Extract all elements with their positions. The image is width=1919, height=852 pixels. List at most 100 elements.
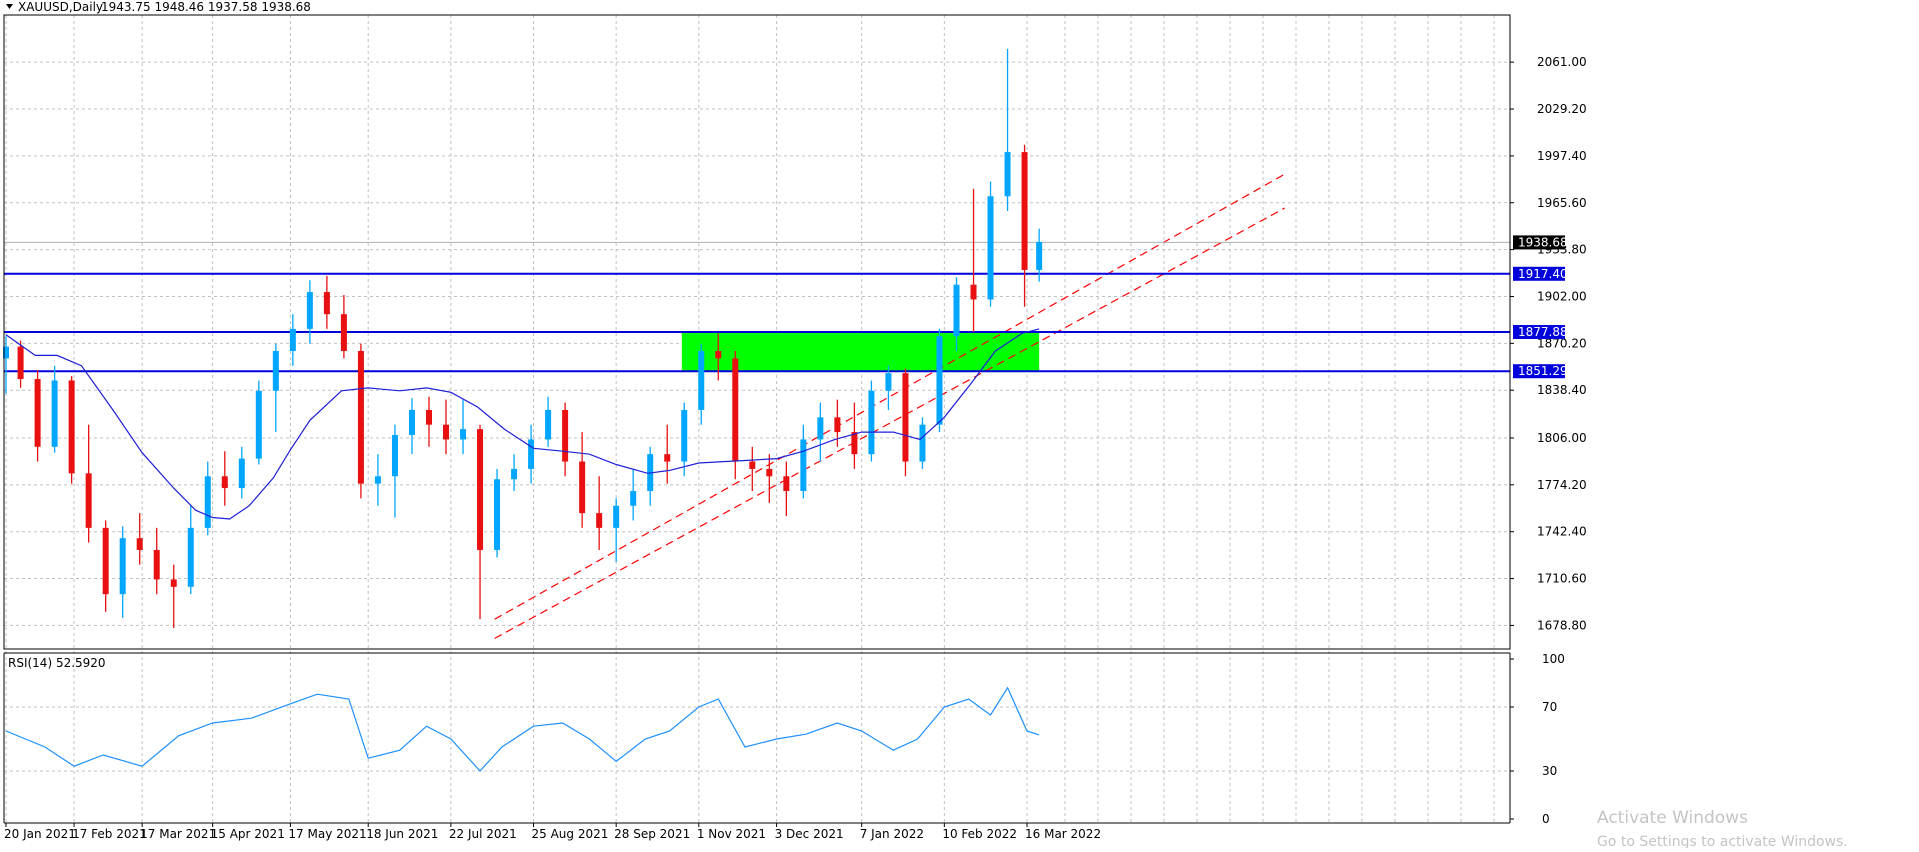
candle bbox=[425, 396, 432, 447]
candle bbox=[255, 380, 262, 465]
time-tick-label: 17 May 2021 bbox=[288, 827, 366, 841]
candle bbox=[511, 454, 518, 492]
candle-body bbox=[1021, 152, 1028, 270]
price-tick-label: 1774.20 bbox=[1537, 478, 1587, 492]
candle-body bbox=[579, 461, 586, 514]
candle-body bbox=[868, 390, 875, 455]
candle bbox=[817, 402, 824, 462]
candle bbox=[936, 328, 943, 433]
candle bbox=[340, 295, 347, 359]
candle bbox=[391, 424, 398, 518]
rsi-line bbox=[5, 686, 1040, 772]
candle bbox=[1004, 48, 1011, 212]
time-tick-label: 17 Feb 2021 bbox=[72, 827, 147, 841]
candle-body bbox=[374, 476, 381, 484]
trendline[interactable] bbox=[494, 207, 1285, 639]
price-pane-frame bbox=[3, 14, 1511, 650]
candle bbox=[579, 432, 586, 528]
candle bbox=[357, 343, 364, 499]
level-label-text: 1917.40 bbox=[1518, 267, 1568, 281]
candle-body bbox=[834, 417, 841, 433]
candle-body bbox=[306, 292, 313, 329]
horizontal-levels bbox=[4, 241, 1510, 373]
time-tick-label: 17 Mar 2021 bbox=[140, 827, 216, 841]
candle-body bbox=[613, 505, 620, 528]
candle-body bbox=[494, 479, 501, 550]
candle-body bbox=[357, 351, 364, 484]
candle-body bbox=[936, 336, 943, 425]
candle-body bbox=[102, 527, 109, 595]
price-tick-label: 1806.00 bbox=[1537, 431, 1587, 445]
candle bbox=[613, 498, 620, 562]
ohlc-values: 1943.75 1948.46 1937.58 1938.68 bbox=[101, 0, 311, 14]
candle-body bbox=[511, 468, 518, 480]
candle-body bbox=[255, 390, 262, 459]
candle-body bbox=[289, 328, 296, 352]
candle-body bbox=[17, 346, 24, 380]
candle bbox=[443, 399, 450, 455]
level-label-box bbox=[1513, 325, 1565, 340]
price-tick-label: 2061.00 bbox=[1537, 55, 1587, 69]
candle bbox=[408, 398, 415, 455]
level-price-labels: 1917.40 1877.88 1851.29 1938.68 bbox=[1513, 235, 1568, 379]
candle bbox=[3, 336, 9, 394]
candle bbox=[528, 424, 535, 484]
candle-body bbox=[919, 424, 926, 462]
candle bbox=[187, 505, 194, 595]
candle bbox=[306, 280, 313, 344]
time-tick-label: 20 Jan 2021 bbox=[4, 827, 76, 841]
candle bbox=[596, 476, 603, 550]
candle bbox=[1036, 228, 1043, 282]
price-tick-label: 1710.60 bbox=[1537, 572, 1587, 586]
trendline[interactable] bbox=[494, 173, 1285, 620]
candle bbox=[221, 451, 228, 506]
candle-body bbox=[85, 473, 92, 528]
watermark-subtitle: Go to Settings to activate Windows. bbox=[1597, 834, 1848, 848]
rsi-series bbox=[4, 686, 1510, 772]
watermark-title: Activate Windows bbox=[1597, 808, 1748, 828]
candle bbox=[766, 454, 773, 503]
candle bbox=[272, 343, 279, 433]
candle-body bbox=[323, 292, 330, 315]
candle-body bbox=[902, 373, 909, 462]
symbol-label: XAUUSD,Daily bbox=[18, 0, 103, 14]
rsi-tick-label: 0 bbox=[1542, 812, 1550, 826]
candle bbox=[715, 333, 722, 381]
candle-body bbox=[749, 461, 756, 469]
candle bbox=[749, 446, 756, 492]
price-tick-label: 1902.00 bbox=[1537, 289, 1587, 303]
candle bbox=[17, 340, 24, 388]
candle bbox=[732, 351, 739, 480]
candle bbox=[51, 365, 58, 453]
candle-body bbox=[238, 458, 245, 489]
candle-body bbox=[187, 527, 194, 587]
candle-body bbox=[34, 379, 41, 447]
candle-body bbox=[1036, 241, 1043, 270]
candle-body bbox=[681, 409, 688, 462]
candle-body bbox=[477, 429, 484, 550]
candle bbox=[970, 188, 977, 332]
price-tick-label: 1678.80 bbox=[1537, 618, 1587, 632]
candle-body bbox=[170, 579, 177, 587]
time-tick-label: 16 Mar 2022 bbox=[1025, 827, 1101, 841]
time-tick-label: 18 Jun 2021 bbox=[366, 827, 438, 841]
candle bbox=[902, 368, 909, 477]
candle bbox=[868, 380, 875, 462]
candle-body bbox=[272, 351, 279, 391]
triangle-down-icon[interactable] bbox=[6, 4, 13, 9]
moving-average-line bbox=[5, 328, 1040, 520]
candle bbox=[85, 424, 92, 543]
current-price-label-box bbox=[1513, 235, 1565, 250]
candle-body bbox=[340, 314, 347, 352]
candle-body bbox=[987, 196, 994, 300]
candle-body bbox=[1004, 152, 1011, 197]
candle bbox=[323, 275, 330, 329]
candle bbox=[34, 370, 41, 462]
zone-rectangle[interactable] bbox=[681, 332, 1040, 372]
level-label-box bbox=[1513, 266, 1565, 281]
candle bbox=[698, 343, 705, 425]
moving-average bbox=[5, 328, 1040, 520]
candle bbox=[238, 446, 245, 499]
